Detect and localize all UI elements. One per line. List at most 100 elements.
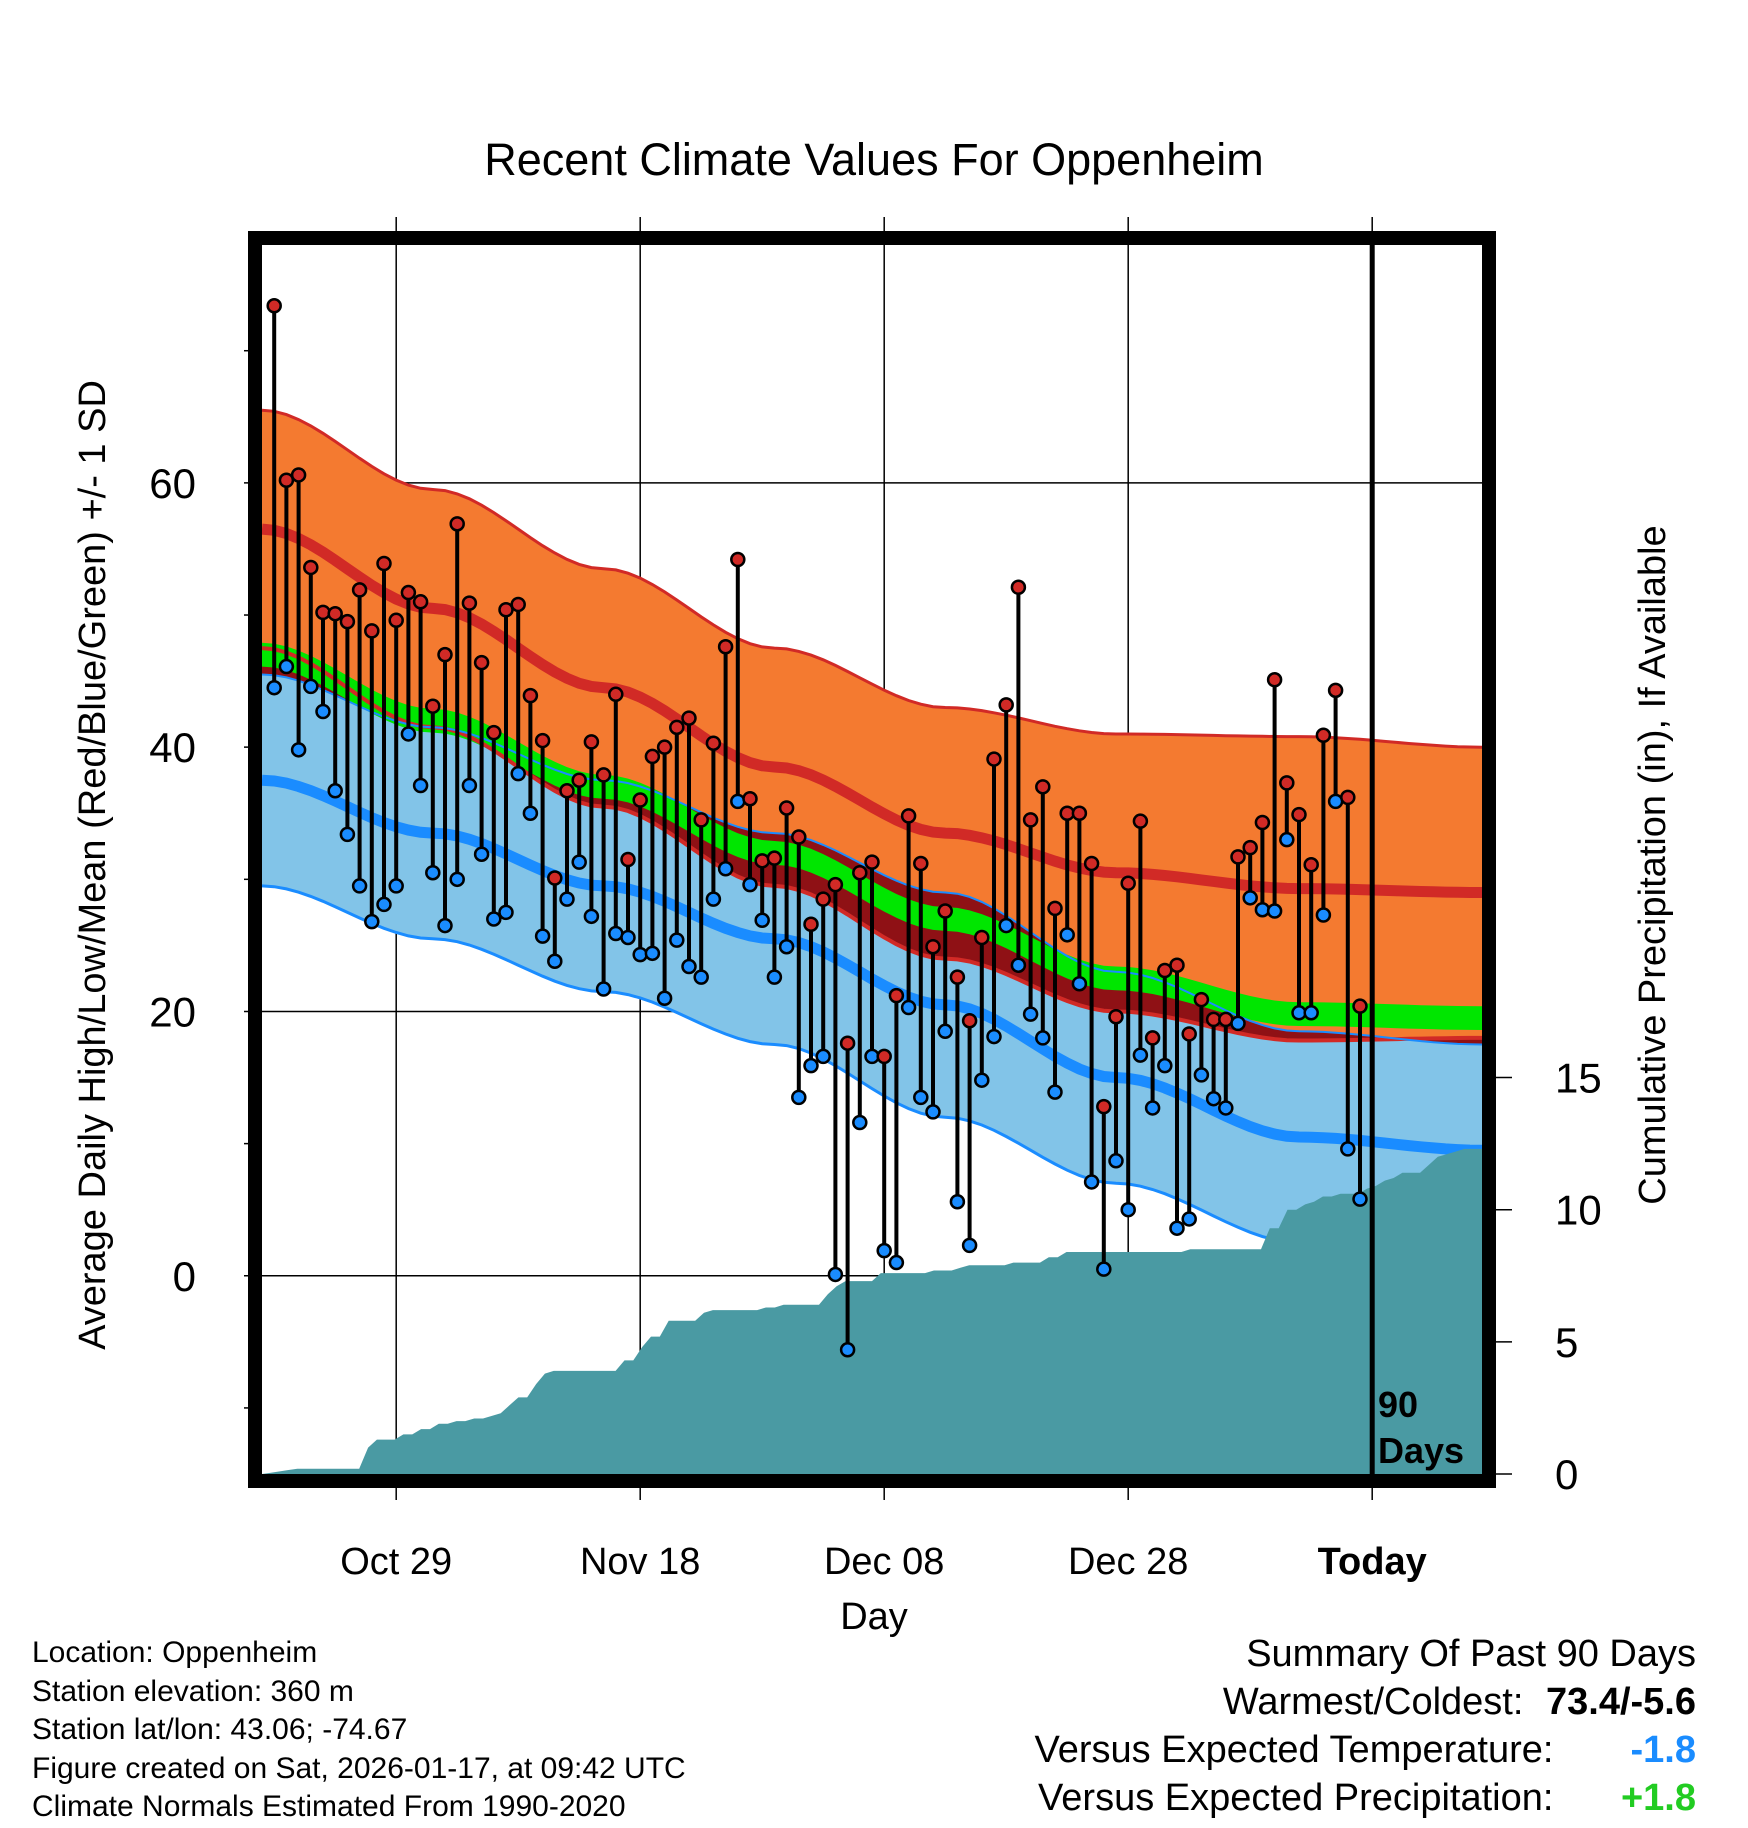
- chart-title: Recent Climate Values For Oppenheim: [484, 134, 1264, 185]
- obs-low-point: [278, 658, 295, 675]
- obs-low-point: [400, 726, 417, 742]
- obs-high-point: [327, 605, 343, 622]
- obs-low-point: [778, 938, 795, 955]
- normal-high-line: [261, 523, 1482, 898]
- obs-low-point: [876, 1242, 892, 1259]
- obs-high-point: [949, 969, 966, 985]
- y-tick-label: 0: [173, 1253, 196, 1300]
- obs-low-point: [1340, 1141, 1356, 1157]
- obs-low-point: [803, 1057, 819, 1074]
- obs-high-point: [986, 751, 1002, 767]
- obs-low-point: [315, 703, 331, 720]
- obs-high-point: [974, 929, 990, 946]
- obs-high-point: [730, 551, 746, 568]
- obs-low-point: [644, 945, 661, 962]
- obs-high-point: [278, 472, 295, 488]
- y2-tick-label: 10: [1555, 1187, 1602, 1234]
- obs-low-point: [1047, 1084, 1063, 1100]
- obs-high-point: [754, 853, 770, 869]
- obs-high-point: [364, 623, 380, 639]
- obs-high-point: [461, 595, 478, 611]
- created-text: Figure created on Sat, 2026-01-17, at 09…: [32, 1751, 686, 1785]
- obs-high-point: [449, 516, 465, 532]
- obs-high-point: [925, 938, 941, 955]
- obs-high-point: [303, 559, 319, 576]
- elevation-text: Station elevation: 360 m: [32, 1674, 354, 1708]
- obs-low-point: [998, 917, 1014, 934]
- precip-row: Versus Expected Precipitation: +1.8: [1035, 1774, 1696, 1822]
- obs-low-point: [364, 913, 380, 930]
- frame-border: [248, 231, 1496, 1488]
- obs-high-point: [400, 584, 417, 601]
- obs-low-point: [351, 878, 368, 894]
- obs-high-point: [583, 734, 600, 750]
- period-label-line2: Days: [1378, 1430, 1464, 1471]
- obs-high-point: [998, 697, 1014, 713]
- obs-low-point: [766, 969, 783, 985]
- obs-high-point: [766, 850, 783, 866]
- obs-low-point: [1083, 1174, 1100, 1190]
- obs-high-point: [1242, 839, 1258, 856]
- plot-frame: [248, 231, 1496, 1488]
- obs-high-point: [1047, 900, 1063, 917]
- obs-high-point: [351, 582, 368, 598]
- obs-low-point: [1132, 1047, 1149, 1063]
- x-tick-label: Oct 29: [340, 1541, 452, 1583]
- obs-high-point: [547, 870, 563, 886]
- obs-low-point: [1157, 1057, 1173, 1074]
- precipitation-area: [262, 1148, 1482, 1474]
- obs-low-point: [705, 891, 722, 907]
- obs-high-point: [1193, 991, 1210, 1008]
- axes: 0 20 40 60 0 5 10 15 Oct 29 Nov 18 Dec 08 Dec 28 Tod…: [149, 349, 1602, 1583]
- obs-high-point: [620, 851, 636, 868]
- obs-low-point: [1193, 1067, 1210, 1083]
- obs-high-point: [1022, 812, 1039, 828]
- obs-low-point: [1096, 1261, 1112, 1277]
- y2-axis-label: Cumulative Precipitation (in), If Availa…: [1632, 525, 1674, 1204]
- obs-high-point: [913, 855, 929, 872]
- warmest-coldest-row: Warmest/Coldest: 73.4/-5.6: [1035, 1678, 1696, 1726]
- x-tick-label: Dec 08: [824, 1541, 944, 1583]
- precip-area: [262, 1148, 1482, 1474]
- obs-high-point: [1083, 855, 1100, 872]
- obs-low-point: [449, 871, 465, 888]
- obs-high-point: [632, 792, 648, 808]
- obs-low-point: [974, 1072, 990, 1088]
- obs-low-point: [717, 861, 734, 877]
- obs-high-point: [693, 812, 709, 828]
- obs-high-point: [1096, 1098, 1112, 1115]
- obs-low-point: [510, 765, 526, 782]
- obs-low-point: [888, 1254, 905, 1271]
- obs-high-point: [1340, 789, 1356, 806]
- y2-tick-label: 0: [1555, 1451, 1578, 1498]
- obs-low-point: [827, 1266, 844, 1283]
- obs-low-point: [266, 679, 282, 696]
- obs-high-point: [1071, 805, 1088, 821]
- precip-label: Versus Expected Precipitation:: [1038, 1777, 1554, 1819]
- obs-high-point: [644, 748, 661, 765]
- obs-high-point: [1035, 779, 1051, 795]
- normals-text: Climate Normals Estimated From 1990-2020: [32, 1790, 626, 1823]
- obs-low-point: [1205, 1090, 1222, 1107]
- obs-low-point: [693, 969, 709, 985]
- observations: [266, 298, 1368, 1358]
- latlon-text: Station lat/lon: 43.06; -74.67: [32, 1713, 408, 1746]
- obs-low-point: [1010, 957, 1027, 973]
- obs-low-point: [742, 876, 758, 893]
- temp-value: -1.8: [1630, 1729, 1696, 1771]
- obs-high-point: [1010, 579, 1027, 596]
- obs-high-point: [937, 903, 953, 919]
- obs-high-point: [656, 739, 673, 755]
- obs-low-point: [791, 1089, 807, 1106]
- temp-label: Versus Expected Temperature:: [1034, 1729, 1554, 1771]
- obs-high-point: [876, 1048, 892, 1065]
- obs-low-point: [1059, 927, 1075, 943]
- obs-low-point: [595, 981, 612, 997]
- obs-high-point: [852, 864, 868, 881]
- obs-low-point: [1230, 1015, 1246, 1032]
- obs-low-point: [925, 1104, 941, 1120]
- obs-high-point: [778, 800, 795, 816]
- y2-tick-label: 5: [1555, 1319, 1578, 1366]
- obs-low-point: [669, 932, 685, 948]
